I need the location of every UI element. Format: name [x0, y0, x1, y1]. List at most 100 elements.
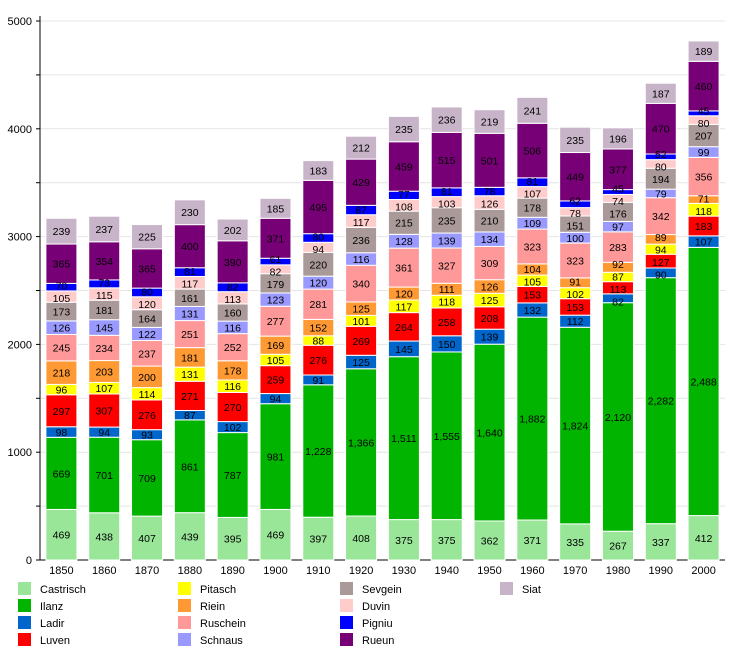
data-label: 125: [481, 295, 499, 307]
data-label: 183: [310, 165, 328, 177]
data-label: 105: [53, 293, 71, 305]
bar-segment-rueun: [216, 240, 249, 284]
bar-segment-castrisch: [259, 508, 292, 561]
data-label: 80: [141, 287, 153, 299]
legend-swatch: [18, 599, 31, 612]
data-label: 237: [138, 348, 156, 360]
data-label: 283: [609, 242, 627, 254]
bar-segment-ilanz: [88, 436, 121, 514]
data-label: 94: [270, 394, 282, 406]
bar-segment-ruschein: [473, 245, 506, 281]
data-label: 87: [612, 271, 624, 283]
data-label: 212: [352, 143, 370, 155]
bar-segment-ilanz: [601, 302, 634, 532]
data-label: 131: [181, 309, 199, 321]
data-label: 1,555: [434, 431, 460, 443]
data-label: 337: [652, 537, 670, 549]
data-label: 120: [138, 299, 156, 311]
x-tick-label: 1980: [606, 565, 630, 577]
y-tick-label: 5000: [8, 16, 32, 28]
data-label: 161: [181, 293, 199, 305]
bar-segment-ilanz: [430, 351, 463, 521]
x-tick-label: 1880: [178, 565, 202, 577]
data-label: 241: [524, 105, 542, 117]
bar-segment-ruschein: [559, 242, 592, 279]
data-label: 390: [224, 257, 242, 269]
data-label: 371: [524, 535, 542, 547]
bar-segment-luven: [45, 394, 78, 428]
data-label: 99: [698, 147, 710, 159]
data-label: 120: [395, 289, 413, 301]
legend-label: Sevgein: [362, 584, 402, 596]
bar-segment-rueun: [559, 152, 592, 202]
y-tick-label: 0: [26, 555, 32, 567]
data-label: 94: [98, 427, 110, 439]
bar-segment-castrisch: [131, 515, 164, 561]
data-label: 469: [267, 530, 285, 542]
bar-segment-ilanz: [45, 436, 78, 510]
x-tick-label: 1920: [349, 565, 373, 577]
bar-segment-ruschein: [601, 231, 634, 263]
data-label: 116: [224, 381, 241, 393]
data-label: 2,120: [605, 412, 631, 424]
data-label: 179: [267, 279, 285, 291]
data-label: 506: [524, 146, 542, 158]
data-label: 669: [53, 468, 71, 480]
bar-segment-ruschein: [45, 333, 78, 362]
bar-segment-siat: [516, 96, 549, 124]
data-label: 354: [95, 256, 113, 268]
data-label: 80: [698, 118, 710, 130]
bar-segment-ruschein: [131, 340, 164, 367]
x-tick-label: 1910: [306, 565, 330, 577]
data-label: 173: [53, 307, 71, 319]
legend-label: Luven: [40, 635, 70, 647]
bar-segment-rueun: [45, 243, 78, 284]
data-label: 78: [569, 208, 581, 220]
bar-segment-ruschein: [302, 288, 335, 320]
data-label: 116: [224, 322, 241, 334]
bar-segment-rueun: [259, 217, 292, 259]
data-label: 277: [267, 316, 285, 328]
x-tick-label: 1950: [477, 565, 501, 577]
data-label: 125: [352, 357, 370, 369]
legend-label: Rueun: [362, 635, 394, 647]
data-label: 187: [652, 88, 670, 100]
data-label: 92: [612, 259, 624, 271]
data-label: 61: [270, 254, 282, 266]
data-label: 267: [609, 541, 627, 553]
data-label: 194: [652, 174, 670, 186]
bar-segment-ilanz: [173, 419, 206, 514]
bar-segment-ilanz: [131, 439, 164, 517]
bar-segment-luven: [216, 391, 249, 423]
data-label: 94: [312, 244, 324, 256]
data-label: 861: [181, 461, 199, 473]
data-label: 297: [53, 406, 71, 418]
bar-segment-ruschein: [430, 247, 463, 284]
data-label: 102: [224, 422, 242, 434]
data-label: 134: [481, 234, 499, 246]
data-label: 202: [224, 225, 242, 237]
data-label: 82: [270, 266, 282, 278]
bar-segment-siat: [131, 224, 164, 250]
bar-segment-castrisch: [559, 523, 592, 561]
legend-swatch: [178, 633, 191, 646]
data-label: 208: [481, 313, 499, 325]
data-label: 126: [481, 198, 499, 210]
bar-segment-luven: [259, 365, 292, 395]
data-label: 408: [352, 533, 370, 545]
data-label: 309: [481, 258, 499, 270]
data-label: 429: [352, 177, 370, 189]
bar-segment-siat: [473, 109, 506, 134]
data-label: 181: [95, 305, 113, 317]
data-label: 460: [695, 81, 713, 93]
data-label: 218: [53, 368, 71, 380]
data-label: 113: [610, 284, 627, 296]
data-label: 469: [53, 530, 71, 542]
data-label: 122: [138, 329, 156, 341]
data-label: 340: [352, 279, 370, 291]
data-label: 269: [352, 336, 370, 348]
data-label: 439: [181, 531, 199, 543]
data-label: 87: [355, 204, 367, 216]
data-label: 236: [352, 235, 370, 247]
bar-segment-rueun: [516, 122, 549, 179]
